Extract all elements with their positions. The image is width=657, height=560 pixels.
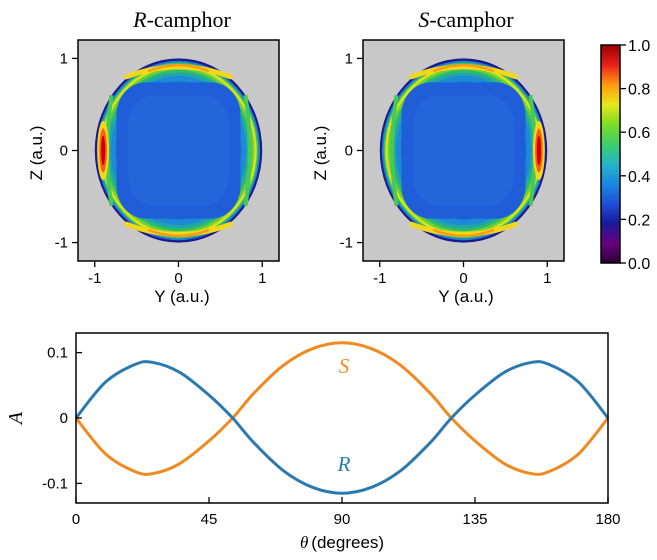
line-chart-xlabel-rest: (degrees): [311, 533, 384, 552]
heatmap-r-xtick-label: 0: [174, 270, 182, 287]
heatmap-r-ytick-label: -1: [55, 235, 68, 252]
line-chart-ytick-label: -0.1: [42, 475, 68, 492]
line-chart-xlabel: θ (degrees): [300, 533, 384, 552]
heatmap-s-interior-core: [413, 95, 514, 206]
heatmap-s-xaxis: -1 0 1: [373, 261, 551, 287]
heatmap-s-ytick-label: 1: [345, 50, 353, 67]
line-chart-xtick-label: 180: [595, 511, 620, 528]
heatmap-s-ylabel: Z (a.u.): [311, 126, 330, 181]
heatmap-s-xtick-label: -1: [373, 270, 386, 287]
line-chart-ytick-label: 0.1: [47, 345, 68, 362]
heatmap-r-xaxis: -1 0 1: [88, 261, 266, 287]
heatmap-s-plot: [363, 40, 564, 261]
heatmap-r-side-arc-right: [243, 94, 252, 207]
heatmap-r-arc-bottom: [124, 221, 233, 237]
heatmap-r-disk: [94, 58, 263, 243]
asymmetry-line-chart: SR 0 45 90 135 180 -0.100.1 θ (degrees) A: [5, 332, 621, 552]
colorbar-frame: [600, 44, 621, 264]
colorbar-tick-label: 0.4: [628, 169, 650, 186]
series-line-r: [74, 360, 610, 495]
heatmap-r-title-italic: R: [132, 7, 147, 32]
colorbar: 0.0 0.2 0.4 0.6 0.8 1.0: [600, 38, 650, 273]
line-chart-xtick-label: 0: [72, 511, 80, 528]
series-label-s: S: [339, 354, 350, 378]
heatmap-s-ytick-label: -1: [340, 235, 353, 252]
heatmap-r-plot: [78, 40, 279, 261]
heatmap-r-arc-core-bottom: [147, 228, 210, 238]
colorbar-gradient: [601, 45, 620, 263]
heatmap-s-ytick-label: 0: [345, 143, 353, 160]
series-line-s: [74, 341, 610, 476]
heatmap-s-arc-core-top: [432, 63, 495, 73]
heatmap-s-title: S-camphor: [418, 7, 514, 32]
colorbar-tick-label: 0.6: [628, 125, 650, 142]
heatmap-r-xtick-label: 1: [258, 270, 266, 287]
heatmap-s-title-rest: -camphor: [429, 7, 514, 32]
heatmap-s-title-italic: S: [418, 7, 429, 32]
heatmap-s-xtick-label: 0: [459, 270, 467, 287]
series-label-r: R: [337, 452, 351, 476]
heatmap-r-arc-core-top: [147, 63, 210, 73]
colorbar-ticks: 0.0 0.2 0.4 0.6 0.8 1.0: [620, 38, 650, 273]
heatmap-s-side-arc-left: [390, 94, 399, 207]
line-chart-xlabel-symbol: θ: [300, 533, 308, 552]
heatmap-s-camphor: S-camphor -1 0 1 -1 0 1 Y (a.u.) Z (a.u.): [311, 7, 565, 306]
heatmap-r-arc-top: [124, 64, 233, 80]
colorbar-tick-label: 1.0: [628, 38, 650, 55]
heatmap-r-yaxis: -1 0 1: [55, 50, 78, 252]
line-chart-series: SR: [74, 341, 610, 495]
line-chart-ytick-label: 0: [60, 410, 68, 427]
heatmap-s-arc-top: [409, 64, 518, 80]
heatmap-s-hotspot: [536, 135, 541, 166]
colorbar-tick-label: 0.0: [628, 256, 650, 273]
heatmap-r-title-rest: -camphor: [147, 7, 232, 32]
heatmap-s-arc-bottom: [409, 221, 518, 237]
heatmap-r-interior-core: [128, 95, 229, 206]
heatmap-s-xtick-label: 1: [543, 270, 551, 287]
heatmap-r-camphor: R-camphor -1 0 1 -1 0 1 Y (a.u.) Z (a.u.): [27, 7, 280, 306]
line-chart-xtick-label: 135: [462, 511, 487, 528]
heatmap-s-yaxis: -1 0 1: [340, 50, 363, 252]
heatmap-r-xlabel: Y (a.u.): [154, 287, 209, 306]
line-chart-xtick-label: 45: [201, 511, 218, 528]
line-chart-yaxis: -0.1 0 0.1: [42, 345, 82, 492]
colorbar-tick-label: 0.8: [628, 82, 650, 99]
heatmap-r-ytick-label: 0: [60, 143, 68, 160]
heatmap-s-disk: [379, 58, 548, 243]
line-chart-xtick-label: 90: [334, 511, 351, 528]
heatmap-s-xlabel: Y (a.u.): [438, 287, 493, 306]
line-chart-xaxis: 0 45 90 135 180: [72, 497, 621, 528]
heatmap-r-xtick-label: -1: [88, 270, 101, 287]
heatmap-r-ytick-label: 1: [60, 50, 68, 67]
heatmap-r-hotspot: [101, 135, 106, 166]
line-chart-ylabel: A: [5, 411, 27, 426]
heatmap-r-ylabel: Z (a.u.): [27, 126, 46, 181]
heatmap-s-arc-core-bottom: [432, 228, 495, 238]
colorbar-tick-label: 0.2: [628, 212, 650, 229]
heatmap-r-title: R-camphor: [132, 7, 231, 32]
